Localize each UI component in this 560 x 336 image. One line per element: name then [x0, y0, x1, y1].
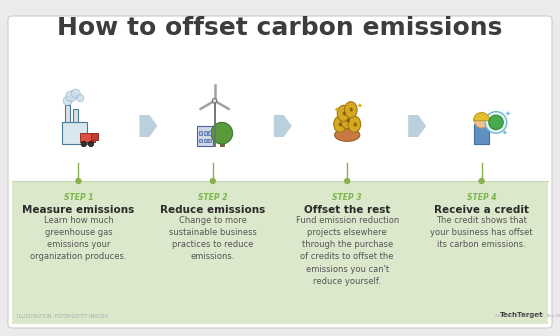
Bar	[199, 131, 202, 135]
Text: How to offset carbon emissions: How to offset carbon emissions	[57, 16, 503, 40]
Bar	[12, 181, 548, 324]
Bar	[91, 133, 98, 140]
Circle shape	[211, 178, 215, 183]
Bar	[197, 126, 213, 146]
Text: $: $	[349, 107, 353, 112]
Bar	[208, 138, 211, 142]
Bar	[474, 124, 489, 144]
Circle shape	[474, 114, 489, 128]
Circle shape	[211, 122, 232, 144]
Ellipse shape	[348, 116, 361, 132]
Text: Reduce emissions: Reduce emissions	[160, 205, 265, 215]
Polygon shape	[408, 115, 426, 137]
Text: ✦: ✦	[505, 111, 511, 116]
Text: Measure emissions: Measure emissions	[22, 205, 134, 215]
Circle shape	[345, 178, 349, 183]
Circle shape	[66, 91, 77, 102]
Bar	[204, 131, 207, 135]
Text: ✦: ✦	[502, 130, 508, 136]
Circle shape	[485, 112, 507, 133]
Text: Change to more
sustainable business
practices to reduce
emissions.: Change to more sustainable business prac…	[169, 216, 256, 261]
Polygon shape	[139, 115, 157, 137]
Text: $: $	[345, 118, 349, 123]
Bar	[12, 20, 548, 181]
Circle shape	[212, 98, 217, 103]
Text: $: $	[342, 111, 346, 116]
Ellipse shape	[337, 105, 350, 122]
Wedge shape	[474, 113, 489, 121]
Circle shape	[71, 89, 80, 98]
Text: STEP 1: STEP 1	[64, 193, 93, 202]
Circle shape	[77, 94, 84, 102]
Circle shape	[489, 115, 503, 130]
Text: $: $	[352, 122, 357, 127]
Bar	[204, 138, 207, 142]
Text: The credit shows that
your business has offset
its carbon emissions.: The credit shows that your business has …	[430, 216, 533, 249]
Bar	[220, 137, 223, 146]
Text: ✦: ✦	[333, 107, 339, 113]
Circle shape	[76, 178, 81, 183]
Bar	[65, 105, 71, 122]
Ellipse shape	[341, 113, 353, 129]
Bar	[80, 133, 95, 142]
Text: ILLUSTRATION: FSTOP/GETTY IMAGES: ILLUSTRATION: FSTOP/GETTY IMAGES	[17, 313, 108, 318]
Circle shape	[63, 96, 72, 105]
Text: $: $	[338, 122, 342, 127]
Text: SOURCE: TECHTARGET, ALL RIGHTS RESERVED: SOURCE: TECHTARGET, ALL RIGHTS RESERVED	[495, 314, 560, 318]
Text: Receive a credit: Receive a credit	[434, 205, 529, 215]
Circle shape	[479, 178, 484, 183]
Text: Offset the rest: Offset the rest	[304, 205, 390, 215]
Text: Fund emission reduction
projects elsewhere
through the purchase
of credits to of: Fund emission reduction projects elsewhe…	[296, 216, 399, 286]
Circle shape	[88, 141, 94, 147]
Ellipse shape	[334, 129, 360, 141]
Text: STEP 2: STEP 2	[198, 193, 227, 202]
Circle shape	[81, 141, 86, 147]
Text: TechTarget: TechTarget	[500, 312, 543, 318]
Text: ✦: ✦	[357, 103, 363, 109]
Polygon shape	[274, 115, 292, 137]
Text: STEP 4: STEP 4	[467, 193, 496, 202]
Bar	[73, 109, 77, 122]
Bar	[62, 122, 87, 144]
FancyBboxPatch shape	[8, 16, 552, 328]
Bar	[199, 138, 202, 142]
Bar	[208, 131, 211, 135]
Ellipse shape	[334, 116, 346, 132]
Ellipse shape	[344, 102, 357, 118]
Text: STEP 3: STEP 3	[333, 193, 362, 202]
Text: Learn how much
greenhouse gas
emissions your
organization produces.: Learn how much greenhouse gas emissions …	[30, 216, 127, 261]
